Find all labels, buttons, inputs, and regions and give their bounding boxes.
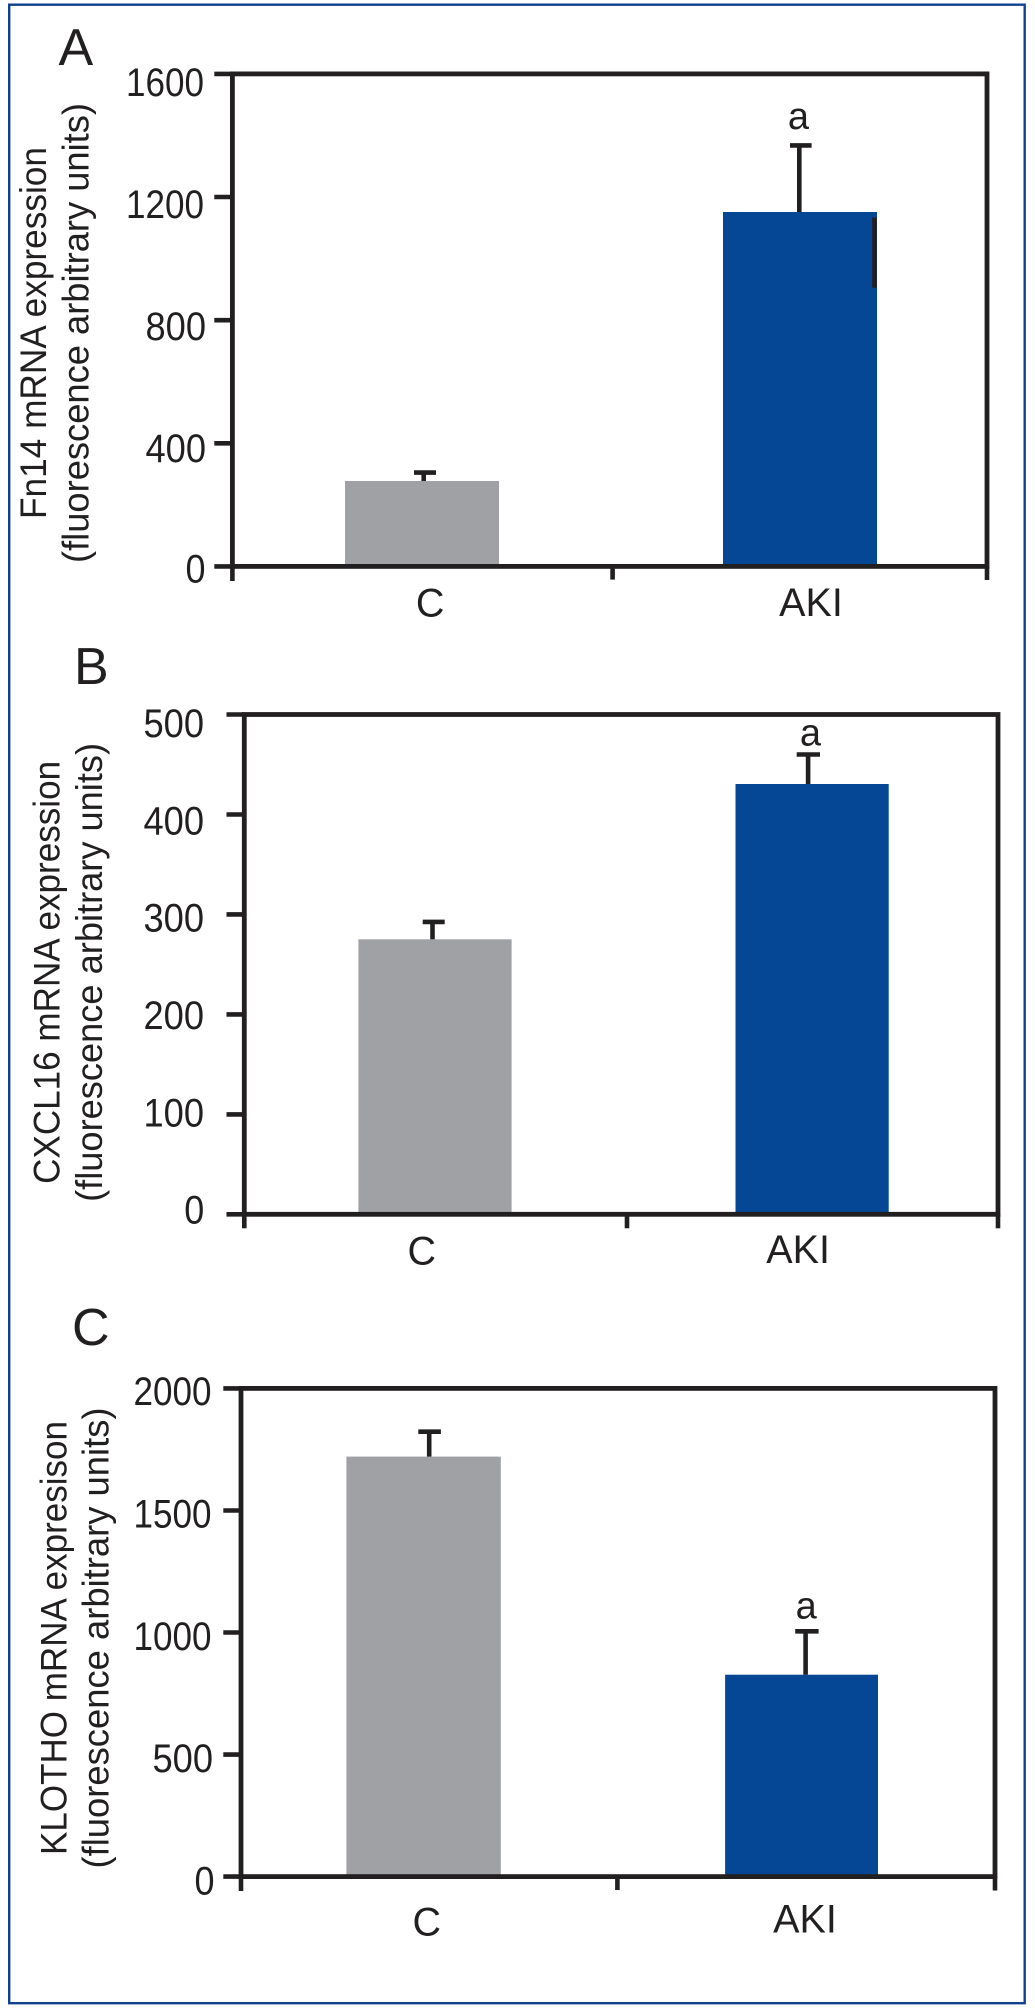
svg-text:800: 800 <box>146 305 207 349</box>
svg-text:1600: 1600 <box>126 61 204 105</box>
svg-text:0: 0 <box>184 1189 204 1233</box>
svg-text:a: a <box>788 96 810 138</box>
svg-text:(fluorescence arbitrary units): (fluorescence arbitrary units) <box>69 743 110 1202</box>
svg-text:1500: 1500 <box>134 1493 212 1537</box>
svg-text:C: C <box>416 582 445 626</box>
svg-text:1000: 1000 <box>134 1615 212 1659</box>
svg-text:500: 500 <box>153 1737 214 1781</box>
svg-text:100: 100 <box>144 1092 205 1136</box>
svg-text:Fn14 mRNA expression: Fn14 mRNA expression <box>13 147 54 519</box>
svg-text:2000: 2000 <box>134 1370 212 1414</box>
svg-text:A: A <box>59 19 94 77</box>
svg-text:CXCL16 mRNA expression: CXCL16 mRNA expression <box>27 761 68 1184</box>
svg-text:AKI: AKI <box>779 581 843 625</box>
svg-text:a: a <box>796 1585 818 1627</box>
svg-text:400: 400 <box>144 799 205 843</box>
svg-text:500: 500 <box>144 702 205 746</box>
svg-text:C: C <box>72 1299 110 1357</box>
svg-text:0: 0 <box>195 1860 215 1904</box>
svg-text:1200: 1200 <box>126 183 204 227</box>
svg-text:(fluorescence arbitrary units): (fluorescence arbitrary units) <box>56 103 97 563</box>
svg-text:400: 400 <box>146 427 207 471</box>
svg-text:AKI: AKI <box>773 1898 837 1942</box>
svg-text:C: C <box>413 1901 442 1945</box>
svg-text:B: B <box>74 638 109 696</box>
svg-text:C: C <box>408 1230 437 1274</box>
svg-text:KLOTHO mRNA expresison: KLOTHO mRNA expresison <box>33 1421 74 1855</box>
svg-text:0: 0 <box>186 548 206 592</box>
svg-text:(fluorescence arbitrary units): (fluorescence arbitrary units) <box>76 1408 117 1869</box>
svg-text:300: 300 <box>144 897 205 941</box>
svg-text:a: a <box>800 713 822 755</box>
svg-text:200: 200 <box>144 994 205 1038</box>
svg-text:AKI: AKI <box>766 1228 830 1272</box>
